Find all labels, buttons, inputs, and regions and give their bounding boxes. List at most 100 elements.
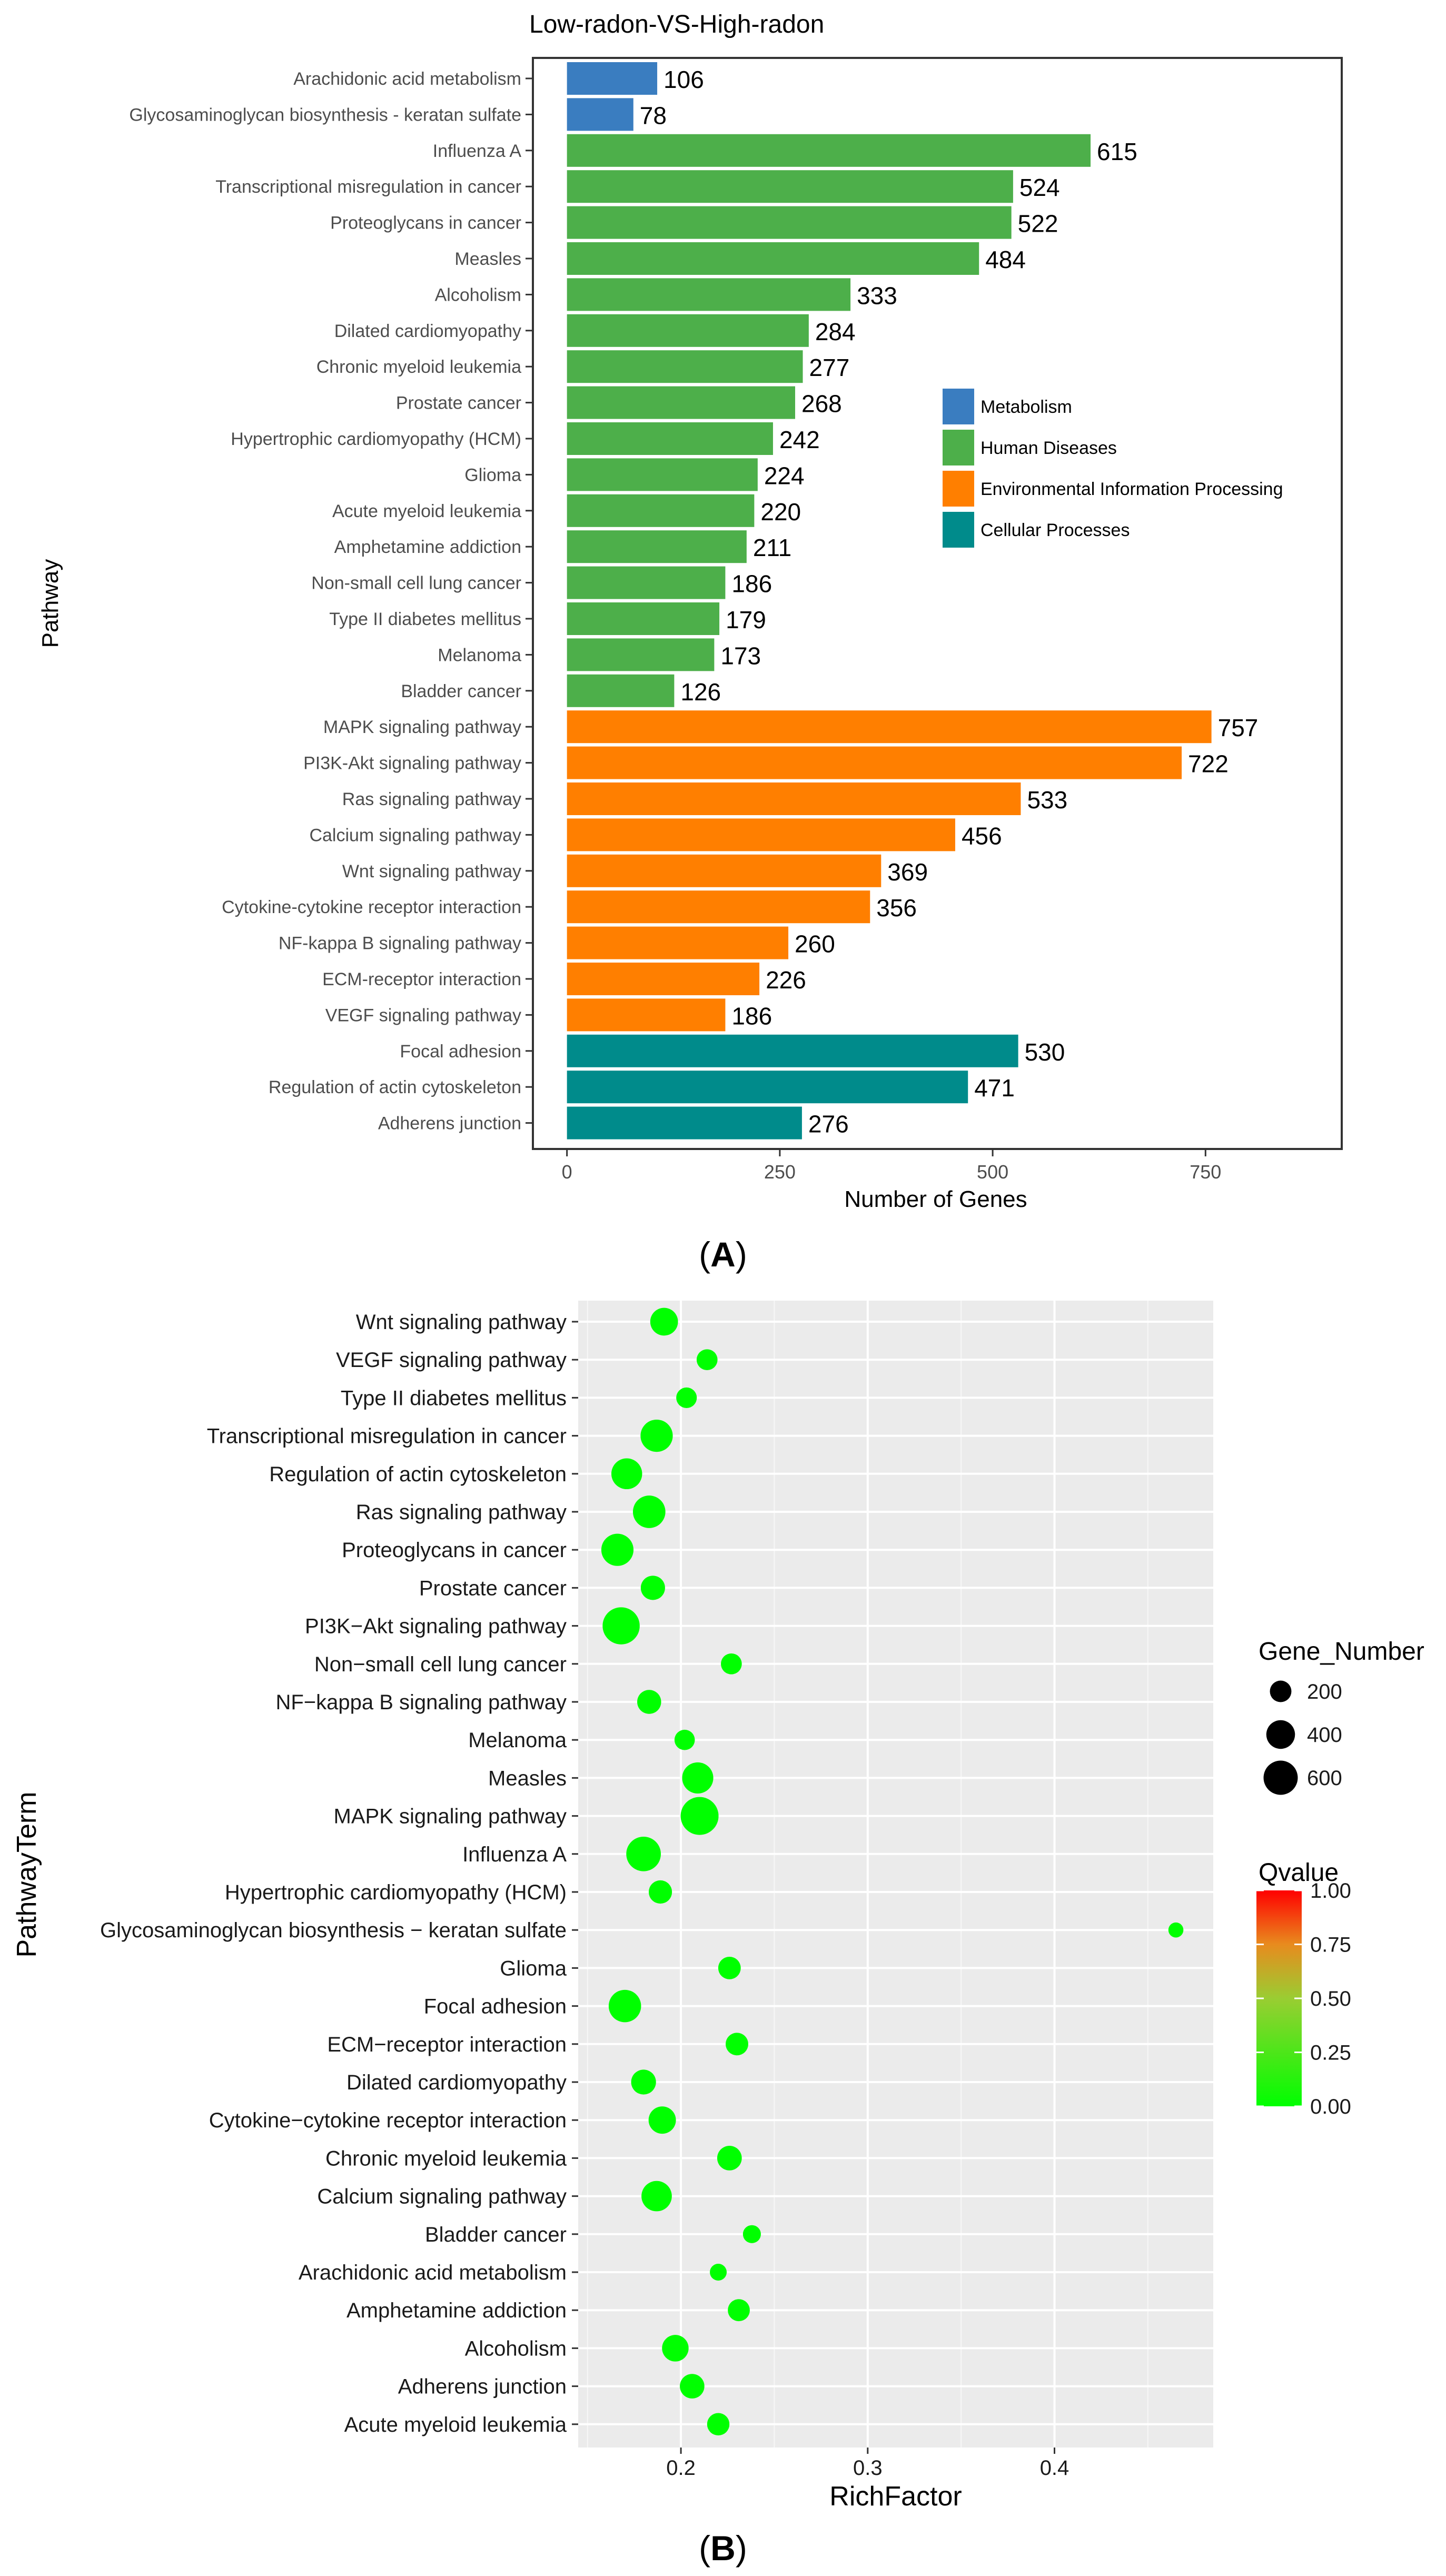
bar — [567, 530, 747, 563]
y-tick-label: Amphetamine addiction — [334, 537, 521, 557]
x-tick-label: 750 — [1190, 1161, 1221, 1183]
y-tick-label: Measles — [454, 249, 521, 269]
data-point — [718, 1956, 741, 1979]
legend-label: Cellular Processes — [980, 520, 1130, 540]
y-tick-label: Acute myeloid leukemia — [332, 501, 521, 521]
data-label: 524 — [1019, 174, 1060, 201]
data-point — [601, 1533, 634, 1566]
gene-number-legend: Gene_Number 200 400 600 — [1259, 1638, 1424, 1795]
y-tick-label: Arachidonic acid metabolism — [293, 69, 521, 89]
panel-a-caption: (A) — [699, 1235, 747, 1274]
svg-text:(A): (A) — [699, 1235, 747, 1274]
y-tick-label: Arachidonic acid metabolism — [299, 2261, 567, 2284]
data-label: 356 — [876, 894, 917, 922]
data-point — [632, 1495, 666, 1528]
bar — [567, 890, 870, 924]
y-tick-label: Cytokine−cytokine receptor interaction — [209, 2109, 567, 2132]
size-legend-label: 400 — [1307, 1723, 1342, 1747]
gene-number-legend-title: Gene_Number — [1259, 1638, 1424, 1666]
data-label: 522 — [1018, 210, 1058, 237]
data-label: 186 — [731, 1002, 772, 1029]
y-tick-label: Measles — [488, 1767, 567, 1790]
y-tick-label: Influenza A — [462, 1843, 567, 1866]
y-tick-label: Alcoholism — [435, 285, 521, 305]
y-tick-label: Non-small cell lung cancer — [311, 573, 521, 593]
y-tick-label: Prostate cancer — [396, 393, 521, 413]
data-point — [680, 1797, 719, 1835]
bar — [567, 242, 979, 275]
y-tick-label: Chronic myeloid leukemia — [316, 357, 521, 377]
bar — [567, 566, 726, 599]
bar — [567, 422, 773, 455]
panel-b-caption-close: ) — [736, 2529, 747, 2568]
data-label: 276 — [808, 1111, 849, 1138]
y-tick-label: Glycosaminoglycan biosynthesis − keratan… — [100, 1919, 567, 1942]
bar — [567, 854, 882, 887]
data-point — [648, 2106, 676, 2134]
bar — [567, 602, 720, 635]
data-point — [640, 1419, 673, 1452]
bar — [567, 98, 633, 131]
data-label: 530 — [1025, 1038, 1065, 1066]
data-point — [717, 2146, 742, 2171]
data-label: 78 — [640, 102, 667, 129]
y-tick-label: Transcriptional misregulation in cancer — [207, 1425, 567, 1448]
data-label: 471 — [974, 1074, 1015, 1102]
panel-b-caption-letter: B — [710, 2529, 736, 2568]
y-tick-label: Bladder cancer — [425, 2223, 567, 2246]
panel-b-bubble-chart: Wnt signaling pathway VEGF signaling path… — [12, 1301, 1424, 2568]
y-tick-label: Calcium signaling pathway — [309, 825, 521, 845]
data-point — [1168, 1922, 1184, 1938]
y-tick-label: MAPK signaling pathway — [334, 1805, 567, 1828]
y-tick-label: Wnt signaling pathway — [356, 1311, 567, 1334]
y-tick-label: Acute myeloid leukemia — [344, 2413, 567, 2436]
y-tick-label: Bladder cancer — [401, 681, 521, 701]
x-tick-label: 0 — [562, 1161, 572, 1183]
y-tick-label: PI3K−Akt signaling pathway — [305, 1615, 567, 1638]
panel-a-caption-open: ( — [699, 1235, 710, 1274]
colorbar-label: 0.25 — [1310, 2042, 1351, 2065]
data-point — [648, 1880, 672, 1904]
data-label: 484 — [985, 246, 1026, 273]
data-point — [680, 2374, 705, 2399]
bar — [567, 458, 758, 491]
bar — [567, 494, 755, 527]
data-label: 268 — [801, 390, 842, 418]
legend-label: Environmental Information Processing — [980, 479, 1283, 499]
y-tick-label: Calcium signaling pathway — [317, 2185, 567, 2208]
legend-swatch — [943, 471, 974, 507]
y-tick-label: Focal adhesion — [424, 1995, 567, 2018]
y-tick-label: VEGF signaling pathway — [336, 1349, 567, 1372]
bar — [567, 206, 1012, 239]
y-tick-label: Chronic myeloid leukemia — [325, 2147, 567, 2170]
y-tick-label: Melanoma — [438, 645, 521, 665]
data-point — [726, 2033, 748, 2056]
y-tick-label: Type II diabetes mellitus — [341, 1386, 567, 1410]
data-point — [707, 2413, 730, 2436]
y-tick-label: NF-kappa B signaling pathway — [279, 934, 521, 954]
bar — [567, 782, 1021, 815]
data-label: 224 — [764, 462, 805, 489]
data-point — [676, 1387, 697, 1408]
data-label: 456 — [962, 822, 1002, 849]
data-point — [742, 2225, 761, 2243]
y-tick-label: Type II diabetes mellitus — [329, 609, 521, 629]
y-tick-label: Wnt signaling pathway — [342, 861, 521, 881]
data-point — [631, 2069, 656, 2095]
panel-b-caption-open: ( — [699, 2529, 710, 2568]
x-tick-label: 500 — [977, 1161, 1008, 1183]
bar — [567, 350, 803, 383]
panel-b-plot-background — [578, 1301, 1213, 2448]
bar — [567, 134, 1091, 167]
data-point — [650, 1307, 678, 1336]
data-label: 220 — [760, 498, 801, 526]
data-label: 615 — [1097, 138, 1137, 165]
y-tick-label: Cytokine-cytokine receptor interaction — [222, 897, 521, 917]
data-label: 284 — [815, 318, 856, 345]
panel-a-y-axis-label: Pathway — [37, 559, 63, 648]
data-point — [602, 1607, 640, 1644]
bar — [567, 818, 955, 851]
y-tick-label: Prostate cancer — [419, 1577, 567, 1600]
legend-swatch — [943, 389, 974, 424]
data-label: 226 — [766, 966, 806, 994]
